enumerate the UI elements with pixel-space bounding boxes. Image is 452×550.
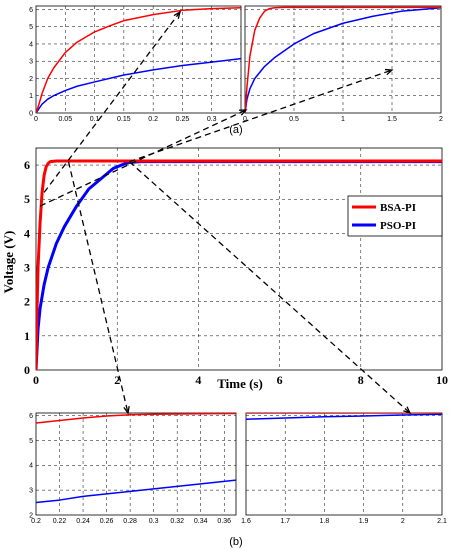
inset-b2-plot-area — [245, 412, 443, 516]
zoom-connector-arrowhead — [173, 10, 182, 19]
inset-a2-panel: 0 0.5 1 1.5 2 — [243, 5, 443, 123]
inset-b1-y-tick-label: 4 — [29, 463, 33, 470]
inset-a2-x-tick-label: 0.5 — [289, 116, 299, 123]
zoom-connector-arrowhead — [403, 406, 412, 415]
inset-a1-x-tick-label: 0.25 — [176, 116, 190, 123]
main-plot-area — [35, 147, 443, 371]
inset-a1-panel: 0 0.05 0.1 0.15 0.2 0.25 0.3 0 1 2 3 4 5 6 — [29, 5, 242, 123]
inset-b2-series-blue-line — [246, 413, 442, 420]
main-y-tick-label: 3 — [24, 261, 30, 275]
inset-b2-panel: 1.6 1.7 1.8 1.9 2 2.1 — [241, 412, 447, 525]
main-y-tick-label: 0 — [24, 363, 30, 377]
zoom-connector-line — [39, 109, 247, 207]
inset-b1-y-tick-label: 3 — [29, 488, 33, 495]
main-y-tick-label: 4 — [24, 226, 30, 240]
main-series-bsa-pi-line — [36, 159, 442, 370]
inset-a1-plot-area — [35, 5, 242, 114]
inset-a2-series-blue-line — [245, 6, 441, 113]
inset-a1-x-tick-label: 0 — [34, 116, 38, 123]
caption-a: (a) — [229, 124, 242, 136]
inset-b2-x-tick-label: 1.9 — [359, 518, 369, 525]
zoom-connector-arrowhead — [238, 109, 248, 116]
zoom-connector-line — [129, 69, 393, 163]
inset-a1-x-tick-label: 0.2 — [148, 116, 158, 123]
inset-a1-series-blue-line — [36, 57, 241, 113]
inset-a2-x-tick-label: 1 — [341, 116, 345, 123]
inset-a1-y-tick-label: 4 — [29, 41, 33, 48]
inset-a1-x-tick-label: 0.15 — [117, 116, 131, 123]
main-x-tick-label: 8 — [358, 373, 364, 387]
inset-b1-series-blue-line — [36, 479, 236, 504]
main-y-tick-label: 2 — [24, 295, 30, 309]
legend-label-bsa: BSA-PI — [380, 202, 416, 214]
main-x-tick-label: 0 — [33, 373, 39, 387]
inset-a2-series-red-line — [245, 6, 441, 113]
zoom-connector-line — [67, 161, 129, 414]
inset-a2-x-tick-label: 1.5 — [387, 116, 397, 123]
main-y-tick-label: 1 — [24, 329, 30, 343]
inset-a1-y-tick-label: 3 — [29, 59, 33, 66]
inset-b2-x-tick-label: 1.7 — [280, 518, 290, 525]
zoom-connector-line — [128, 161, 411, 414]
inset-b1-x-tick-label: 0.34 — [194, 518, 208, 525]
inset-b1-x-tick-label: 0.24 — [76, 518, 90, 525]
main-y-tick-label: 6 — [24, 158, 30, 172]
inset-b1-series-red-line — [36, 413, 236, 424]
zoom-connector-arrowhead — [123, 405, 130, 415]
inset-b2-x-tick-label: 2.1 — [437, 518, 447, 525]
inset-a1-x-tick-label: 0.05 — [58, 116, 72, 123]
inset-a2-x-tick-label: 0 — [243, 116, 247, 123]
inset-b1-y-tick-label: 6 — [29, 413, 33, 420]
inset-a1-y-tick-label: 5 — [29, 24, 33, 31]
main-chart-panel: 0 2 4 6 8 10 0 1 2 3 4 5 6 — [24, 147, 448, 387]
inset-b2-x-tick-label: 2 — [401, 518, 405, 525]
inset-a1-x-tick-label: 0.3 — [207, 116, 217, 123]
inset-a1-y-tick-label: 1 — [29, 93, 33, 100]
inset-a1-y-tick-label: 0 — [29, 111, 33, 118]
zoom-connectors — [39, 10, 412, 415]
inset-b1-x-tick-label: 0.32 — [170, 518, 184, 525]
main-x-tick-label: 4 — [195, 373, 201, 387]
inset-a2-x-tick-label: 2 — [439, 116, 443, 123]
inset-b1-panel: 0.2 0.22 0.24 0.26 0.28 0.3 0.32 0.34 0.36 2 3 4 5 6 — [29, 412, 237, 525]
y-axis-label: Voltage (V) — [1, 231, 16, 294]
inset-b1-x-tick-label: 0.26 — [100, 518, 114, 525]
main-y-tick-label: 5 — [24, 192, 30, 206]
main-x-tick-label: 6 — [277, 373, 283, 387]
legend-box — [347, 195, 443, 237]
main-x-tick-label: 10 — [436, 373, 448, 387]
inset-b1-x-tick-label: 0.3 — [149, 518, 159, 525]
caption-b: (b) — [229, 536, 242, 548]
main-x-tick-label: 2 — [114, 373, 120, 387]
inset-b1-x-tick-label: 0.28 — [123, 518, 137, 525]
inset-b1-y-tick-label: 2 — [29, 513, 33, 520]
inset-a1-y-tick-label: 6 — [29, 7, 33, 14]
x-axis-label: Time (s) — [217, 376, 263, 391]
legend-label-pso: PSO-PI — [380, 220, 416, 232]
inset-b2-x-tick-label: 1.8 — [320, 518, 330, 525]
inset-a1-series-red-line — [36, 6, 241, 113]
inset-a1-x-tick-label: 0.1 — [90, 116, 100, 123]
inset-b1-x-tick-label: 0.2 — [31, 518, 41, 525]
legend: BSA-PI PSO-PI — [347, 195, 443, 237]
zoom-connector-arrowhead — [384, 68, 394, 76]
inset-b1-x-tick-label: 0.36 — [217, 518, 231, 525]
inset-b1-x-tick-label: 0.22 — [53, 518, 67, 525]
zoom-connector-line — [43, 11, 181, 193]
inset-a1-y-tick-label: 2 — [29, 76, 33, 83]
inset-b2-x-tick-label: 1.6 — [241, 518, 251, 525]
inset-b1-y-tick-label: 5 — [29, 438, 33, 445]
